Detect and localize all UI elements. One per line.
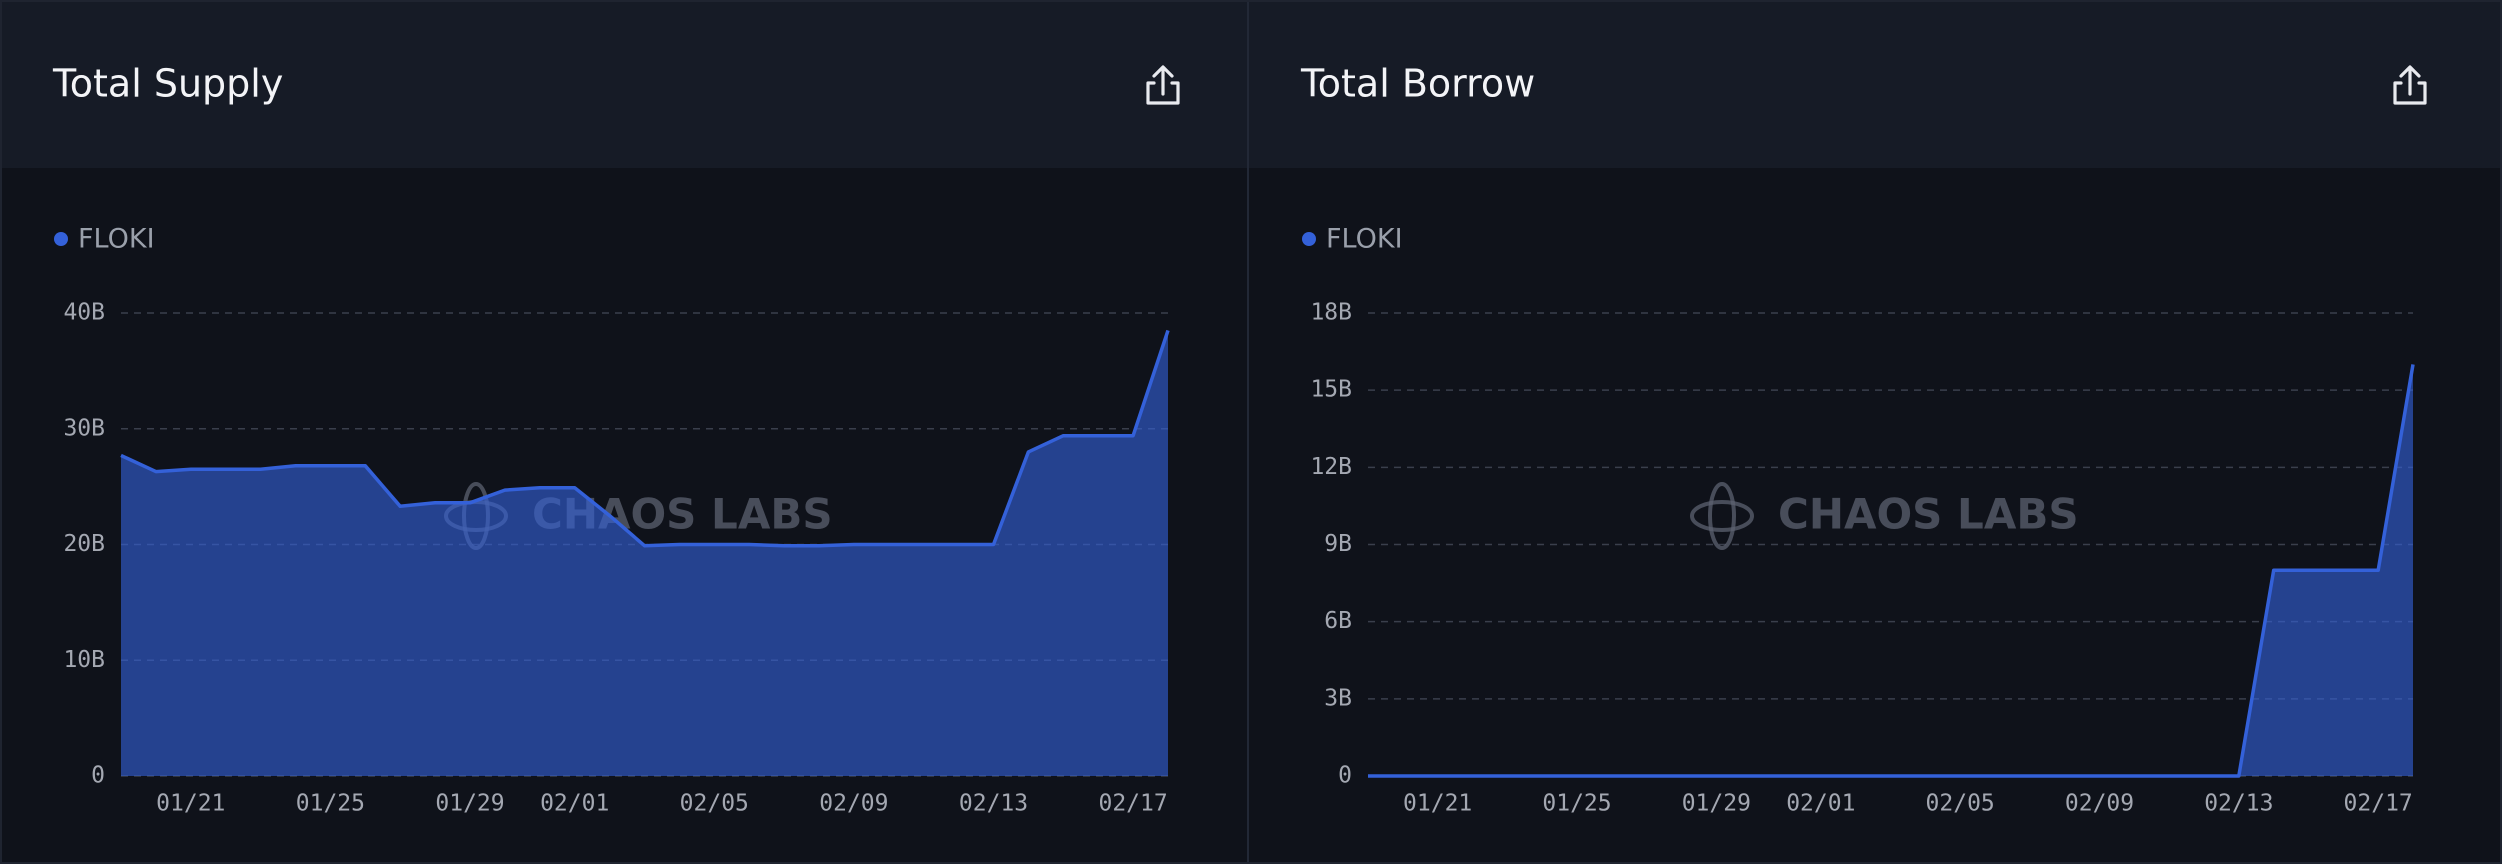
x-tick-label: 02/05 bbox=[680, 791, 749, 817]
y-tick-label: 6B bbox=[1324, 608, 1352, 634]
panel-header bbox=[0, 0, 1247, 168]
x-tick-label: 01/25 bbox=[296, 791, 365, 817]
x-tick-label: 02/17 bbox=[1098, 791, 1167, 817]
export-button[interactable] bbox=[1146, 65, 1180, 105]
area-line bbox=[120, 329, 1170, 548]
watermark-logo bbox=[1690, 500, 1754, 532]
legend-label: FLOKI bbox=[1326, 224, 1403, 255]
x-tick-label: 01/21 bbox=[156, 791, 225, 817]
x-tick-label: 02/17 bbox=[2344, 791, 2413, 817]
x-tick-label: 02/13 bbox=[2204, 791, 2273, 817]
x-tick-label: 02/01 bbox=[540, 791, 609, 817]
y-tick-label: 9B bbox=[1324, 531, 1352, 557]
x-tick-label: 01/21 bbox=[1403, 791, 1472, 817]
legend-dot bbox=[54, 232, 68, 246]
legend-dot bbox=[1302, 232, 1316, 246]
panel-title: Total Borrow bbox=[1300, 62, 1535, 106]
x-tick-label: 02/09 bbox=[819, 791, 888, 817]
x-tick-label: 01/25 bbox=[1542, 791, 1611, 817]
x-tick-label: 02/13 bbox=[959, 791, 1028, 817]
y-tick-label: 30B bbox=[63, 415, 105, 441]
y-tick-label: 18B bbox=[1310, 300, 1352, 326]
y-tick-label: 12B bbox=[1310, 454, 1352, 480]
y-tick-label: 3B bbox=[1324, 685, 1352, 711]
area-fill bbox=[121, 330, 1168, 776]
x-tick-label: 01/29 bbox=[1682, 791, 1751, 817]
x-tick-label: 01/29 bbox=[435, 791, 504, 817]
x-tick-label: 02/01 bbox=[1786, 791, 1855, 817]
area-line bbox=[1368, 364, 2415, 778]
panel-header bbox=[1249, 0, 2502, 168]
y-tick-label: 0 bbox=[91, 763, 105, 789]
export-icon bbox=[1146, 65, 1180, 105]
y-tick-label: 40B bbox=[63, 300, 105, 326]
panel-title: Total Supply bbox=[52, 62, 283, 106]
legend-label: FLOKI bbox=[78, 224, 155, 255]
area-fill bbox=[1368, 364, 2413, 776]
export-button[interactable] bbox=[2393, 65, 2427, 105]
x-tick-label: 02/09 bbox=[2065, 791, 2134, 817]
y-tick-label: 15B bbox=[1310, 377, 1352, 403]
x-tick-label: 02/05 bbox=[1926, 791, 1995, 817]
y-tick-label: 10B bbox=[63, 647, 105, 673]
export-icon bbox=[2393, 65, 2427, 105]
y-tick-label: 0 bbox=[1338, 763, 1352, 789]
y-tick-label: 20B bbox=[63, 531, 105, 557]
watermark bbox=[1690, 482, 1754, 550]
watermark-logo bbox=[1708, 482, 1736, 550]
watermark-text: CHAOS LABS bbox=[1778, 490, 2079, 539]
